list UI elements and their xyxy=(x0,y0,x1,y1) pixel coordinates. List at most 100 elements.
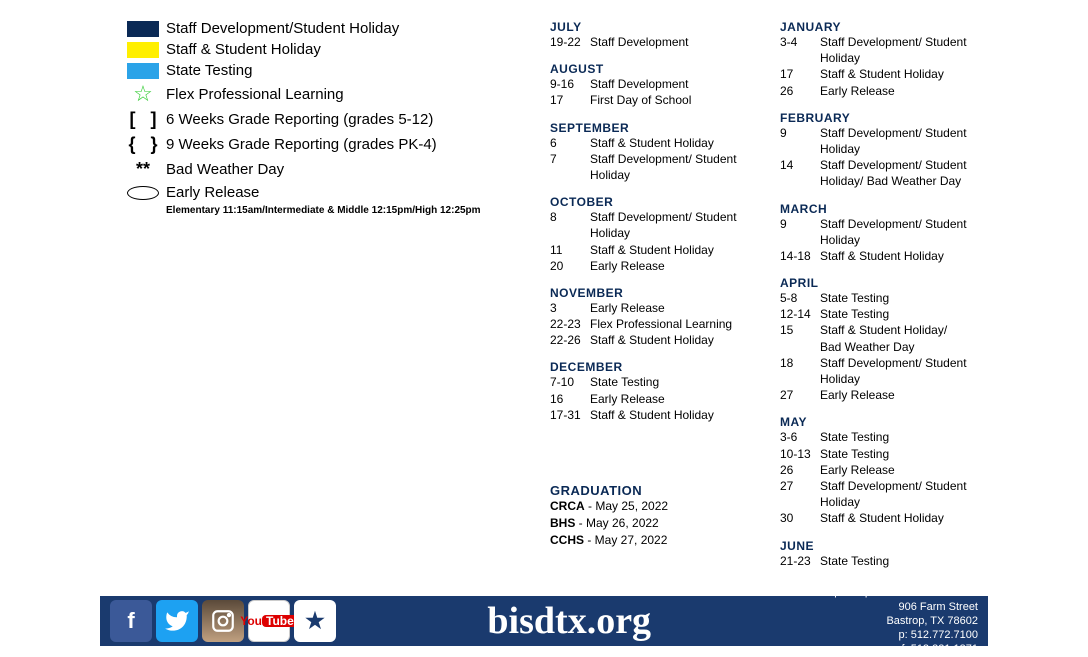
legend-row: State Testing xyxy=(120,62,550,79)
calendar-event: 18Staff Development/ Student Holiday xyxy=(780,355,970,387)
event-desc: Staff Development/ Student Holiday xyxy=(820,125,970,157)
calendar-event: 26Early Release xyxy=(780,83,970,99)
event-desc: First Day of School xyxy=(590,92,740,108)
event-desc: Staff Development/ Student Holiday xyxy=(820,34,970,66)
twitter-icon[interactable] xyxy=(156,600,198,642)
event-desc: Flex Professional Learning xyxy=(590,316,740,332)
month-block: FEBRUARY9Staff Development/ Student Holi… xyxy=(780,111,970,190)
event-desc: Early Release xyxy=(590,258,740,274)
event-date: 22-26 xyxy=(550,332,590,348)
event-desc: Early Release xyxy=(590,391,740,407)
event-desc: Staff Development/ Student Holiday/ Bad … xyxy=(820,157,970,189)
calendar-event: 16Early Release xyxy=(550,391,740,407)
month-block: NOVEMBER3Early Release22-23Flex Professi… xyxy=(550,286,740,349)
event-date: 30 xyxy=(780,510,820,526)
month-name: APRIL xyxy=(780,276,970,290)
brace-icon: { } xyxy=(128,134,157,155)
legend-note: Elementary 11:15am/Intermediate & Middle… xyxy=(166,205,550,216)
calendar-event: 20Early Release xyxy=(550,258,740,274)
district-name: Bastrop Independent School District xyxy=(803,585,979,599)
calendar-event: 9Staff Development/ Student Holiday xyxy=(780,125,970,157)
event-date: 26 xyxy=(780,462,820,478)
calendar-event: 7-10State Testing xyxy=(550,374,740,390)
event-date: 9-16 xyxy=(550,76,590,92)
event-desc: Staff Development/ Student Holiday xyxy=(820,478,970,510)
event-desc: Staff Development xyxy=(590,76,740,92)
event-date: 3-6 xyxy=(780,429,820,445)
event-date: 3 xyxy=(550,300,590,316)
event-desc: State Testing xyxy=(820,429,970,445)
calendar-event: 27Staff Development/ Student Holiday xyxy=(780,478,970,510)
star-icon: ☆ xyxy=(133,83,153,105)
event-date: 18 xyxy=(780,355,820,387)
calendar-event: 22-23Flex Professional Learning xyxy=(550,316,740,332)
graduation-line: CRCA - May 25, 2022 xyxy=(550,498,740,515)
event-date: 7 xyxy=(550,151,590,183)
event-desc: Staff & Student Holiday xyxy=(820,510,970,526)
month-block: SEPTEMBER6Staff & Student Holiday7Staff … xyxy=(550,121,740,184)
calendar-event: 17-31Staff & Student Holiday xyxy=(550,407,740,423)
event-desc: Staff & Student Holiday xyxy=(820,66,970,82)
swatch-icon xyxy=(127,21,159,37)
event-date: 8 xyxy=(550,209,590,241)
month-block: JANUARY3-4Staff Development/ Student Hol… xyxy=(780,20,970,99)
event-desc: Early Release xyxy=(820,387,970,403)
calendar-event: 12-14State Testing xyxy=(780,306,970,322)
event-date: 14-18 xyxy=(780,248,820,264)
event-date: 12-14 xyxy=(780,306,820,322)
legend-label: Flex Professional Learning xyxy=(166,86,344,103)
event-desc: Staff Development/ Student Holiday xyxy=(820,216,970,248)
month-block: JUNE21-23State Testing xyxy=(780,539,970,569)
instagram-icon[interactable] xyxy=(202,600,244,642)
event-desc: Staff & Student Holiday xyxy=(820,248,970,264)
calendar-event: 9Staff Development/ Student Holiday xyxy=(780,216,970,248)
address: 906 Farm Street xyxy=(803,600,979,614)
event-desc: State Testing xyxy=(820,290,970,306)
event-desc: State Testing xyxy=(590,374,740,390)
calendar-column-2: JANUARY3-4Staff Development/ Student Hol… xyxy=(780,20,970,596)
event-date: 6 xyxy=(550,135,590,151)
calendar-event: 8Staff Development/ Student Holiday xyxy=(550,209,740,241)
calendar-event: 5-8State Testing xyxy=(780,290,970,306)
calendar-event: 27Early Release xyxy=(780,387,970,403)
event-date: 22-23 xyxy=(550,316,590,332)
month-name: MAY xyxy=(780,415,970,429)
legend-label: Bad Weather Day xyxy=(166,161,284,178)
event-date: 19-22 xyxy=(550,34,590,50)
calendar-event: 21-23State Testing xyxy=(780,553,970,569)
legend-row: **Bad Weather Day xyxy=(120,159,550,180)
event-date: 14 xyxy=(780,157,820,189)
calendar-event: 26Early Release xyxy=(780,462,970,478)
event-date: 15 xyxy=(780,322,820,354)
event-desc: Staff Development/ Student Holiday xyxy=(590,209,740,241)
contact-info: Bastrop Independent School District 906 … xyxy=(803,585,979,656)
city: Bastrop, TX 78602 xyxy=(803,614,979,628)
social-icons: f YouTube ★ xyxy=(110,600,336,642)
event-desc: State Testing xyxy=(820,446,970,462)
calendar-event: 10-13State Testing xyxy=(780,446,970,462)
event-desc: Early Release xyxy=(590,300,740,316)
event-date: 9 xyxy=(780,216,820,248)
legend-label: 6 Weeks Grade Reporting (grades 5-12) xyxy=(166,111,433,128)
event-date: 5-8 xyxy=(780,290,820,306)
star-icon[interactable]: ★ xyxy=(294,600,336,642)
legend-label: Staff & Student Holiday xyxy=(166,41,321,58)
legend-row: { }9 Weeks Grade Reporting (grades PK-4) xyxy=(120,134,550,155)
event-desc: State Testing xyxy=(820,553,970,569)
month-name: JULY xyxy=(550,20,740,34)
event-date: 27 xyxy=(780,478,820,510)
youtube-icon[interactable]: YouTube xyxy=(248,600,290,642)
legend-row: [ ]6 Weeks Grade Reporting (grades 5-12) xyxy=(120,109,550,130)
event-desc: Staff Development/ Student Holiday xyxy=(820,355,970,387)
month-name: AUGUST xyxy=(550,62,740,76)
event-date: 17 xyxy=(780,66,820,82)
facebook-icon[interactable]: f xyxy=(110,600,152,642)
calendar-event: 9-16Staff Development xyxy=(550,76,740,92)
month-block: AUGUST9-16Staff Development17First Day o… xyxy=(550,62,740,108)
calendar-event: 15Staff & Student Holiday/ Bad Weather D… xyxy=(780,322,970,354)
event-desc: Staff & Student Holiday xyxy=(590,407,740,423)
calendar-event: 17First Day of School xyxy=(550,92,740,108)
graduation-line: CCHS - May 27, 2022 xyxy=(550,532,740,549)
oval-icon xyxy=(127,186,159,200)
event-date: 3-4 xyxy=(780,34,820,66)
